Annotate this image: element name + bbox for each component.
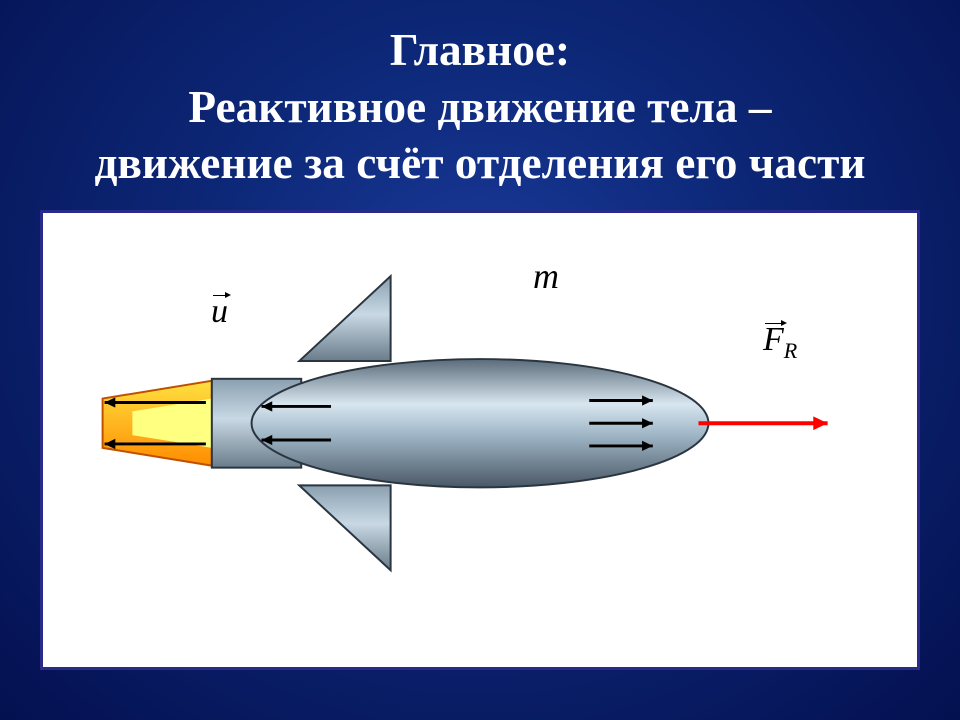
rocket-fin-top bbox=[299, 276, 390, 361]
heading-line-1: Главное: bbox=[0, 22, 960, 79]
label-m-mass: m bbox=[533, 255, 559, 297]
slide-heading: Главное: Реактивное движение тела – движ… bbox=[0, 22, 960, 192]
heading-line-3: движение за счёт отделения его части bbox=[0, 135, 960, 192]
rocket-diagram-svg bbox=[43, 213, 917, 667]
slide: Главное: Реактивное движение тела – движ… bbox=[0, 0, 960, 720]
rocket-fin-bottom bbox=[299, 485, 390, 570]
label-u-vector: u bbox=[211, 293, 228, 331]
label-fr-vector: FR bbox=[763, 321, 797, 364]
diagram-box: u m FR bbox=[40, 210, 920, 670]
heading-line-2: Реактивное движение тела – bbox=[0, 79, 960, 136]
